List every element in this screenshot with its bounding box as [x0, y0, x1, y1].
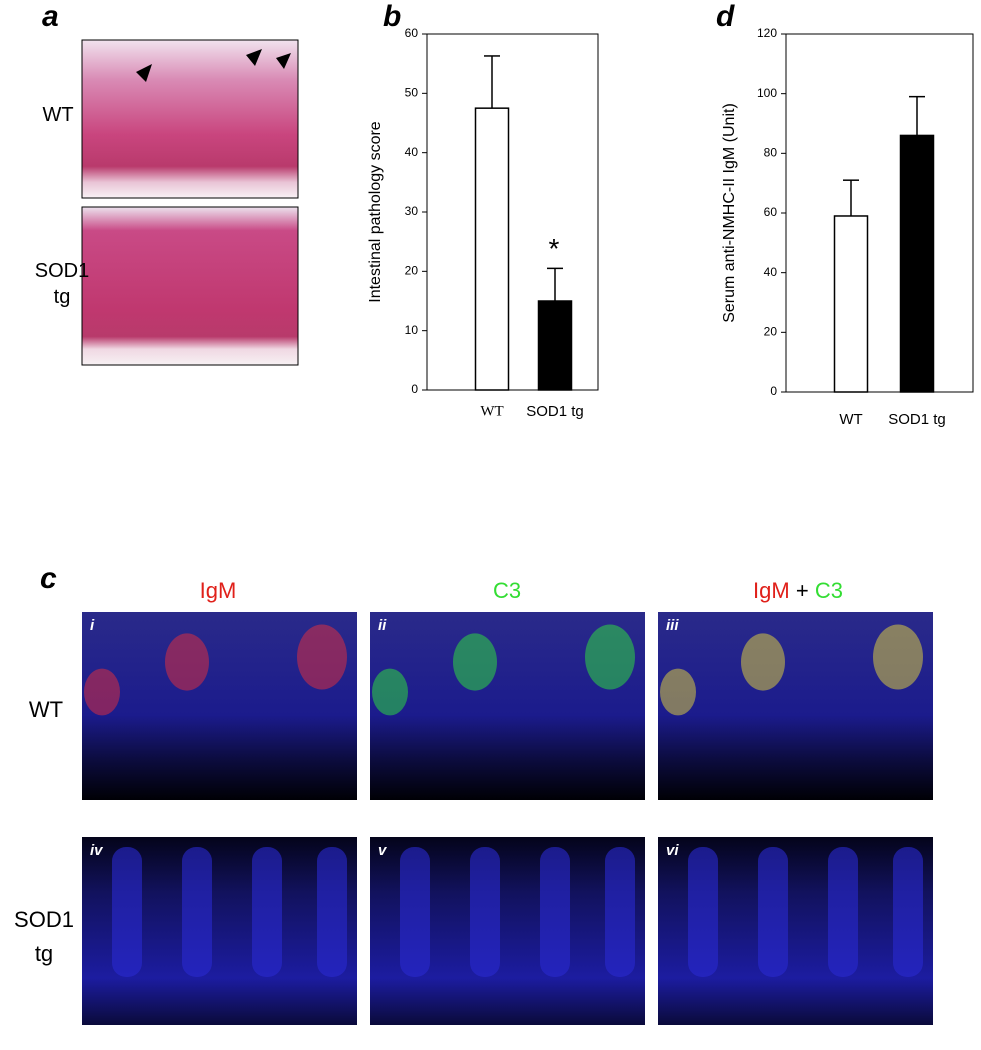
x-tick-label: WT: [480, 403, 503, 419]
y-tick-label: 20: [764, 325, 778, 339]
villus: [400, 847, 430, 977]
stain-signal: [165, 633, 209, 691]
y-tick-label: 10: [405, 323, 419, 337]
row-label: SOD1 tg: [34, 260, 90, 308]
y-tick-label: 0: [770, 384, 777, 398]
image-label: ii: [378, 617, 387, 634]
y-tick-label: 60: [764, 205, 778, 219]
fluorescence-image: [658, 612, 933, 800]
plot-frame: [426, 33, 599, 391]
villus: [688, 847, 718, 977]
y-tick-label: 30: [405, 204, 419, 218]
image-label: iv: [90, 842, 104, 859]
x-tick-label: WT: [839, 411, 862, 428]
villus: [182, 847, 212, 977]
y-tick-label: 20: [405, 264, 419, 278]
plot-frame: [785, 33, 974, 393]
bar: [537, 300, 573, 391]
villus: [605, 847, 635, 977]
villus: [252, 847, 282, 977]
stain-signal: [873, 624, 923, 690]
villus: [828, 847, 858, 977]
villus: [317, 847, 347, 977]
image-label: v: [378, 842, 388, 859]
y-tick-label: 0: [411, 382, 418, 396]
bar: [899, 134, 935, 393]
villus: [112, 847, 142, 977]
bar: [833, 215, 869, 393]
bar: [474, 107, 510, 391]
y-tick-label: 120: [757, 26, 777, 40]
stain-signal: [741, 633, 785, 691]
column-title-part: +: [796, 578, 809, 603]
arrowhead: [136, 49, 291, 82]
villus: [470, 847, 500, 977]
stain-signal: [84, 668, 120, 716]
panel-label: d: [716, 0, 735, 33]
y-axis-label: Intestinal pathology score: [367, 121, 384, 303]
panel-label: b: [383, 0, 401, 33]
column-title-part: IgM: [753, 578, 790, 603]
column-title: IgM + C3: [753, 578, 843, 603]
histology-image: [81, 206, 299, 366]
fluorescence-image: [370, 612, 645, 800]
panel-label: c: [40, 562, 57, 595]
y-axis-label: Serum anti-NMHC-II IgM (Unit): [721, 103, 738, 323]
significance-marker: *: [549, 233, 560, 264]
y-tick-label: 100: [757, 86, 777, 100]
y-tick-label: 60: [405, 26, 419, 40]
image-label: vi: [666, 842, 679, 859]
column-title-part: C3: [493, 578, 521, 603]
y-tick-label: 80: [764, 146, 778, 160]
stain-signal: [585, 624, 635, 690]
column-title: IgM: [200, 578, 237, 603]
villus: [758, 847, 788, 977]
panel-label: a: [42, 0, 59, 33]
stain-signal: [660, 668, 696, 716]
column-title-part: IgM: [200, 578, 237, 603]
y-tick-label: 50: [405, 86, 419, 100]
image-label: i: [90, 617, 95, 634]
row-label: SOD1 tg: [14, 907, 74, 966]
x-tick-label: SOD1 tg: [888, 411, 946, 428]
fluorescence-image: [82, 612, 357, 800]
villus: [540, 847, 570, 977]
column-title: C3: [493, 578, 521, 603]
image-label: iii: [666, 617, 679, 634]
stain-signal: [453, 633, 497, 691]
stain-signal: [372, 668, 408, 716]
row-label: WT: [42, 104, 74, 126]
villus: [893, 847, 923, 977]
y-tick-label: 40: [764, 265, 778, 279]
column-title-part: C3: [815, 578, 843, 603]
stain-signal: [297, 624, 347, 690]
histology-image: [81, 39, 299, 199]
y-tick-label: 40: [405, 145, 419, 159]
row-label: WT: [28, 697, 64, 722]
x-tick-label: SOD1 tg: [526, 403, 584, 420]
